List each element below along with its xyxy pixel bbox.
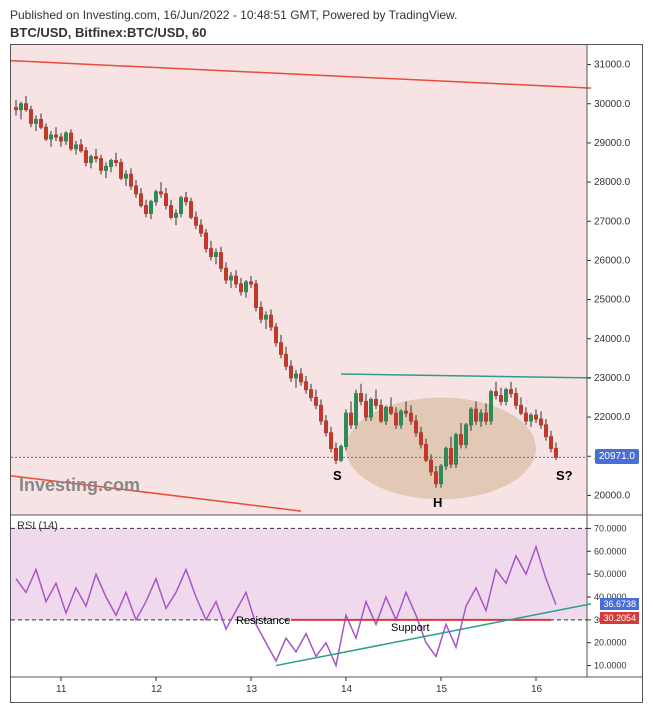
svg-text:25000.0: 25000.0 (594, 295, 631, 306)
svg-text:16: 16 (531, 684, 543, 695)
chart-title: BTC/USD, Bitfinex:BTC/USD, 60 (10, 25, 643, 40)
svg-text:28000.0: 28000.0 (594, 177, 631, 188)
svg-text:11: 11 (56, 684, 67, 695)
svg-text:15: 15 (436, 684, 448, 695)
svg-text:12: 12 (151, 684, 163, 695)
current-price-label: 20971.0 (595, 449, 639, 464)
watermark: Investing.com (19, 475, 140, 496)
pattern-label-h: H (433, 495, 442, 510)
svg-text:60.0000: 60.0000 (594, 546, 627, 556)
chart-container: 20000.021000.022000.023000.024000.025000… (10, 44, 643, 703)
rsi-title: RSI (14) (17, 520, 58, 532)
support-text: Support (391, 622, 430, 634)
svg-text:14: 14 (341, 684, 353, 695)
pattern-label-s2: S? (556, 468, 573, 483)
chart-svg: 20000.021000.022000.023000.024000.025000… (11, 45, 642, 702)
svg-text:10.0000: 10.0000 (594, 661, 627, 671)
svg-text:20000.0: 20000.0 (594, 490, 631, 501)
svg-text:70.0000: 70.0000 (594, 523, 627, 533)
svg-text:29000.0: 29000.0 (594, 138, 631, 149)
svg-text:13: 13 (246, 684, 258, 695)
rsi-current-label: 36.6738 (600, 598, 639, 610)
svg-text:26000.0: 26000.0 (594, 255, 631, 266)
svg-text:23000.0: 23000.0 (594, 373, 631, 384)
svg-text:20.0000: 20.0000 (594, 638, 627, 648)
svg-text:22000.0: 22000.0 (594, 412, 631, 423)
svg-text:27000.0: 27000.0 (594, 216, 631, 227)
rsi-resistance-label: 30.2054 (600, 612, 639, 624)
pattern-label-s1: S (333, 468, 342, 483)
svg-text:50.0000: 50.0000 (594, 569, 627, 579)
svg-text:24000.0: 24000.0 (594, 334, 631, 345)
svg-text:31000.0: 31000.0 (594, 60, 631, 71)
svg-text:30000.0: 30000.0 (594, 99, 631, 110)
publish-info: Published on Investing.com, 16/Jun/2022 … (10, 8, 643, 22)
resistance-text: Resistance (236, 615, 290, 627)
